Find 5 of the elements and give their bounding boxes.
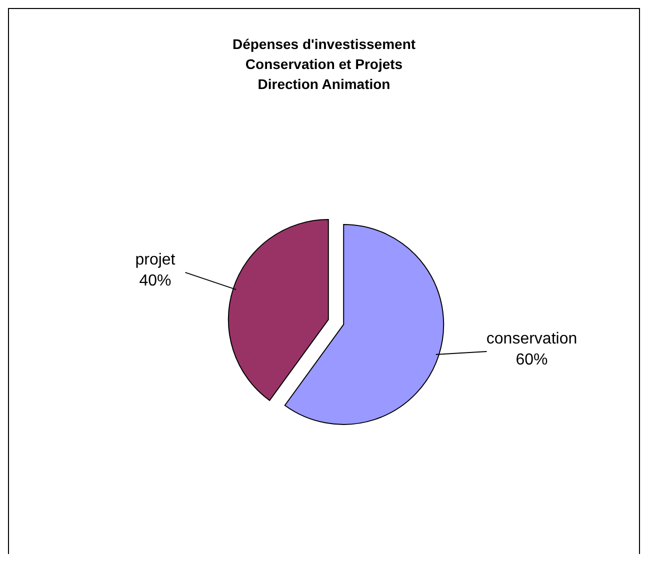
slice-label: projet (135, 251, 176, 268)
slice-label: conservation (486, 330, 578, 348)
data-label: 40% (139, 272, 172, 290)
data-label: 60% (516, 352, 548, 369)
chart-title: Dépenses d'investissement Conservation et Projets Direction Animation (232, 36, 416, 92)
